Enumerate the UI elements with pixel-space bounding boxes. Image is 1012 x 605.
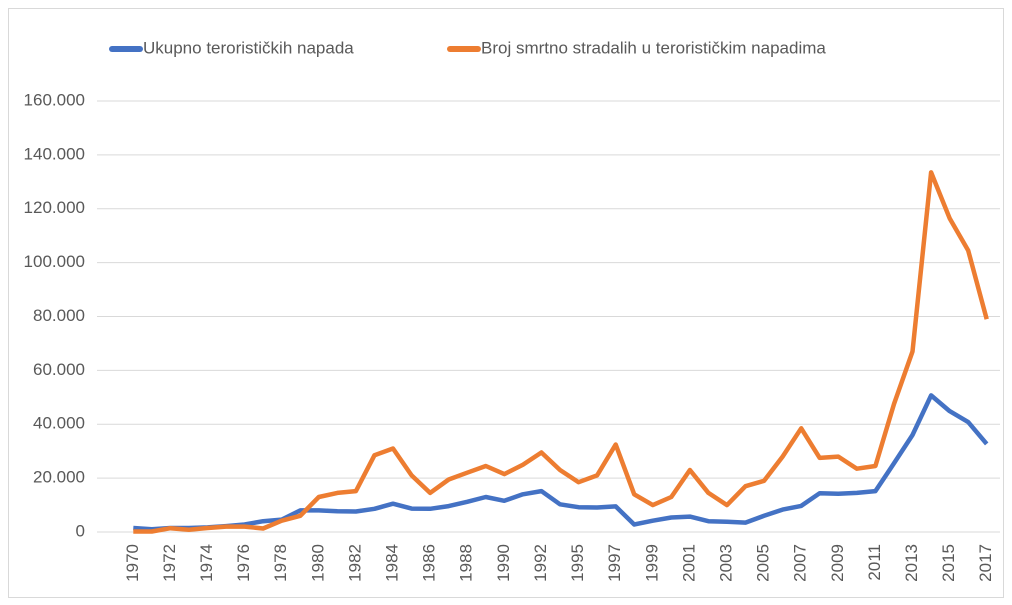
x-tick-label: 2005 [754, 544, 773, 582]
x-tick-label: 1988 [457, 544, 476, 582]
series-line [133, 170, 989, 534]
x-tick-label: 1980 [308, 544, 327, 582]
x-tick-label: 1990 [494, 544, 513, 582]
y-tick-label: 60.000 [33, 360, 85, 379]
series-line [133, 393, 989, 532]
y-tick-label: 40.000 [33, 414, 85, 433]
y-tick-label: 100.000 [24, 252, 85, 271]
legend-label: Broj smrtno stradalih u terorističkim na… [481, 38, 826, 57]
x-tick-label: 1978 [271, 544, 290, 582]
x-tick-label: 1999 [642, 544, 661, 582]
chart-frame [8, 8, 1004, 598]
x-tick-label: 2013 [902, 544, 921, 582]
x-tick-label: 2015 [939, 544, 958, 582]
x-tick-label: 1972 [160, 544, 179, 582]
y-tick-label: 140.000 [24, 144, 85, 163]
x-tick-label: 2011 [865, 544, 884, 581]
x-tick-label: 2017 [976, 544, 995, 582]
x-tick-label: 2007 [791, 544, 810, 582]
y-tick-label: 0 [76, 521, 85, 540]
legend-label: Ukupno terorističkih napada [143, 38, 354, 57]
x-tick-label: 1970 [123, 544, 142, 582]
x-tick-label: 1995 [568, 544, 587, 582]
x-tick-label: 1982 [345, 544, 364, 582]
y-tick-label: 20.000 [33, 468, 85, 487]
x-tick-label: 1997 [605, 544, 624, 582]
x-tick-label: 1986 [420, 544, 439, 582]
x-tick-label: 2001 [679, 544, 698, 582]
y-tick-label: 120.000 [24, 198, 85, 217]
x-tick-label: 1984 [383, 544, 402, 582]
y-tick-label: 80.000 [33, 306, 85, 325]
x-tick-label: 2009 [828, 544, 847, 582]
x-tick-label: 1974 [197, 544, 216, 582]
x-tick-label: 1992 [531, 544, 550, 582]
x-tick-label: 1976 [234, 544, 253, 582]
x-tick-label: 2003 [716, 544, 735, 582]
y-tick-label: 160.000 [24, 90, 85, 109]
